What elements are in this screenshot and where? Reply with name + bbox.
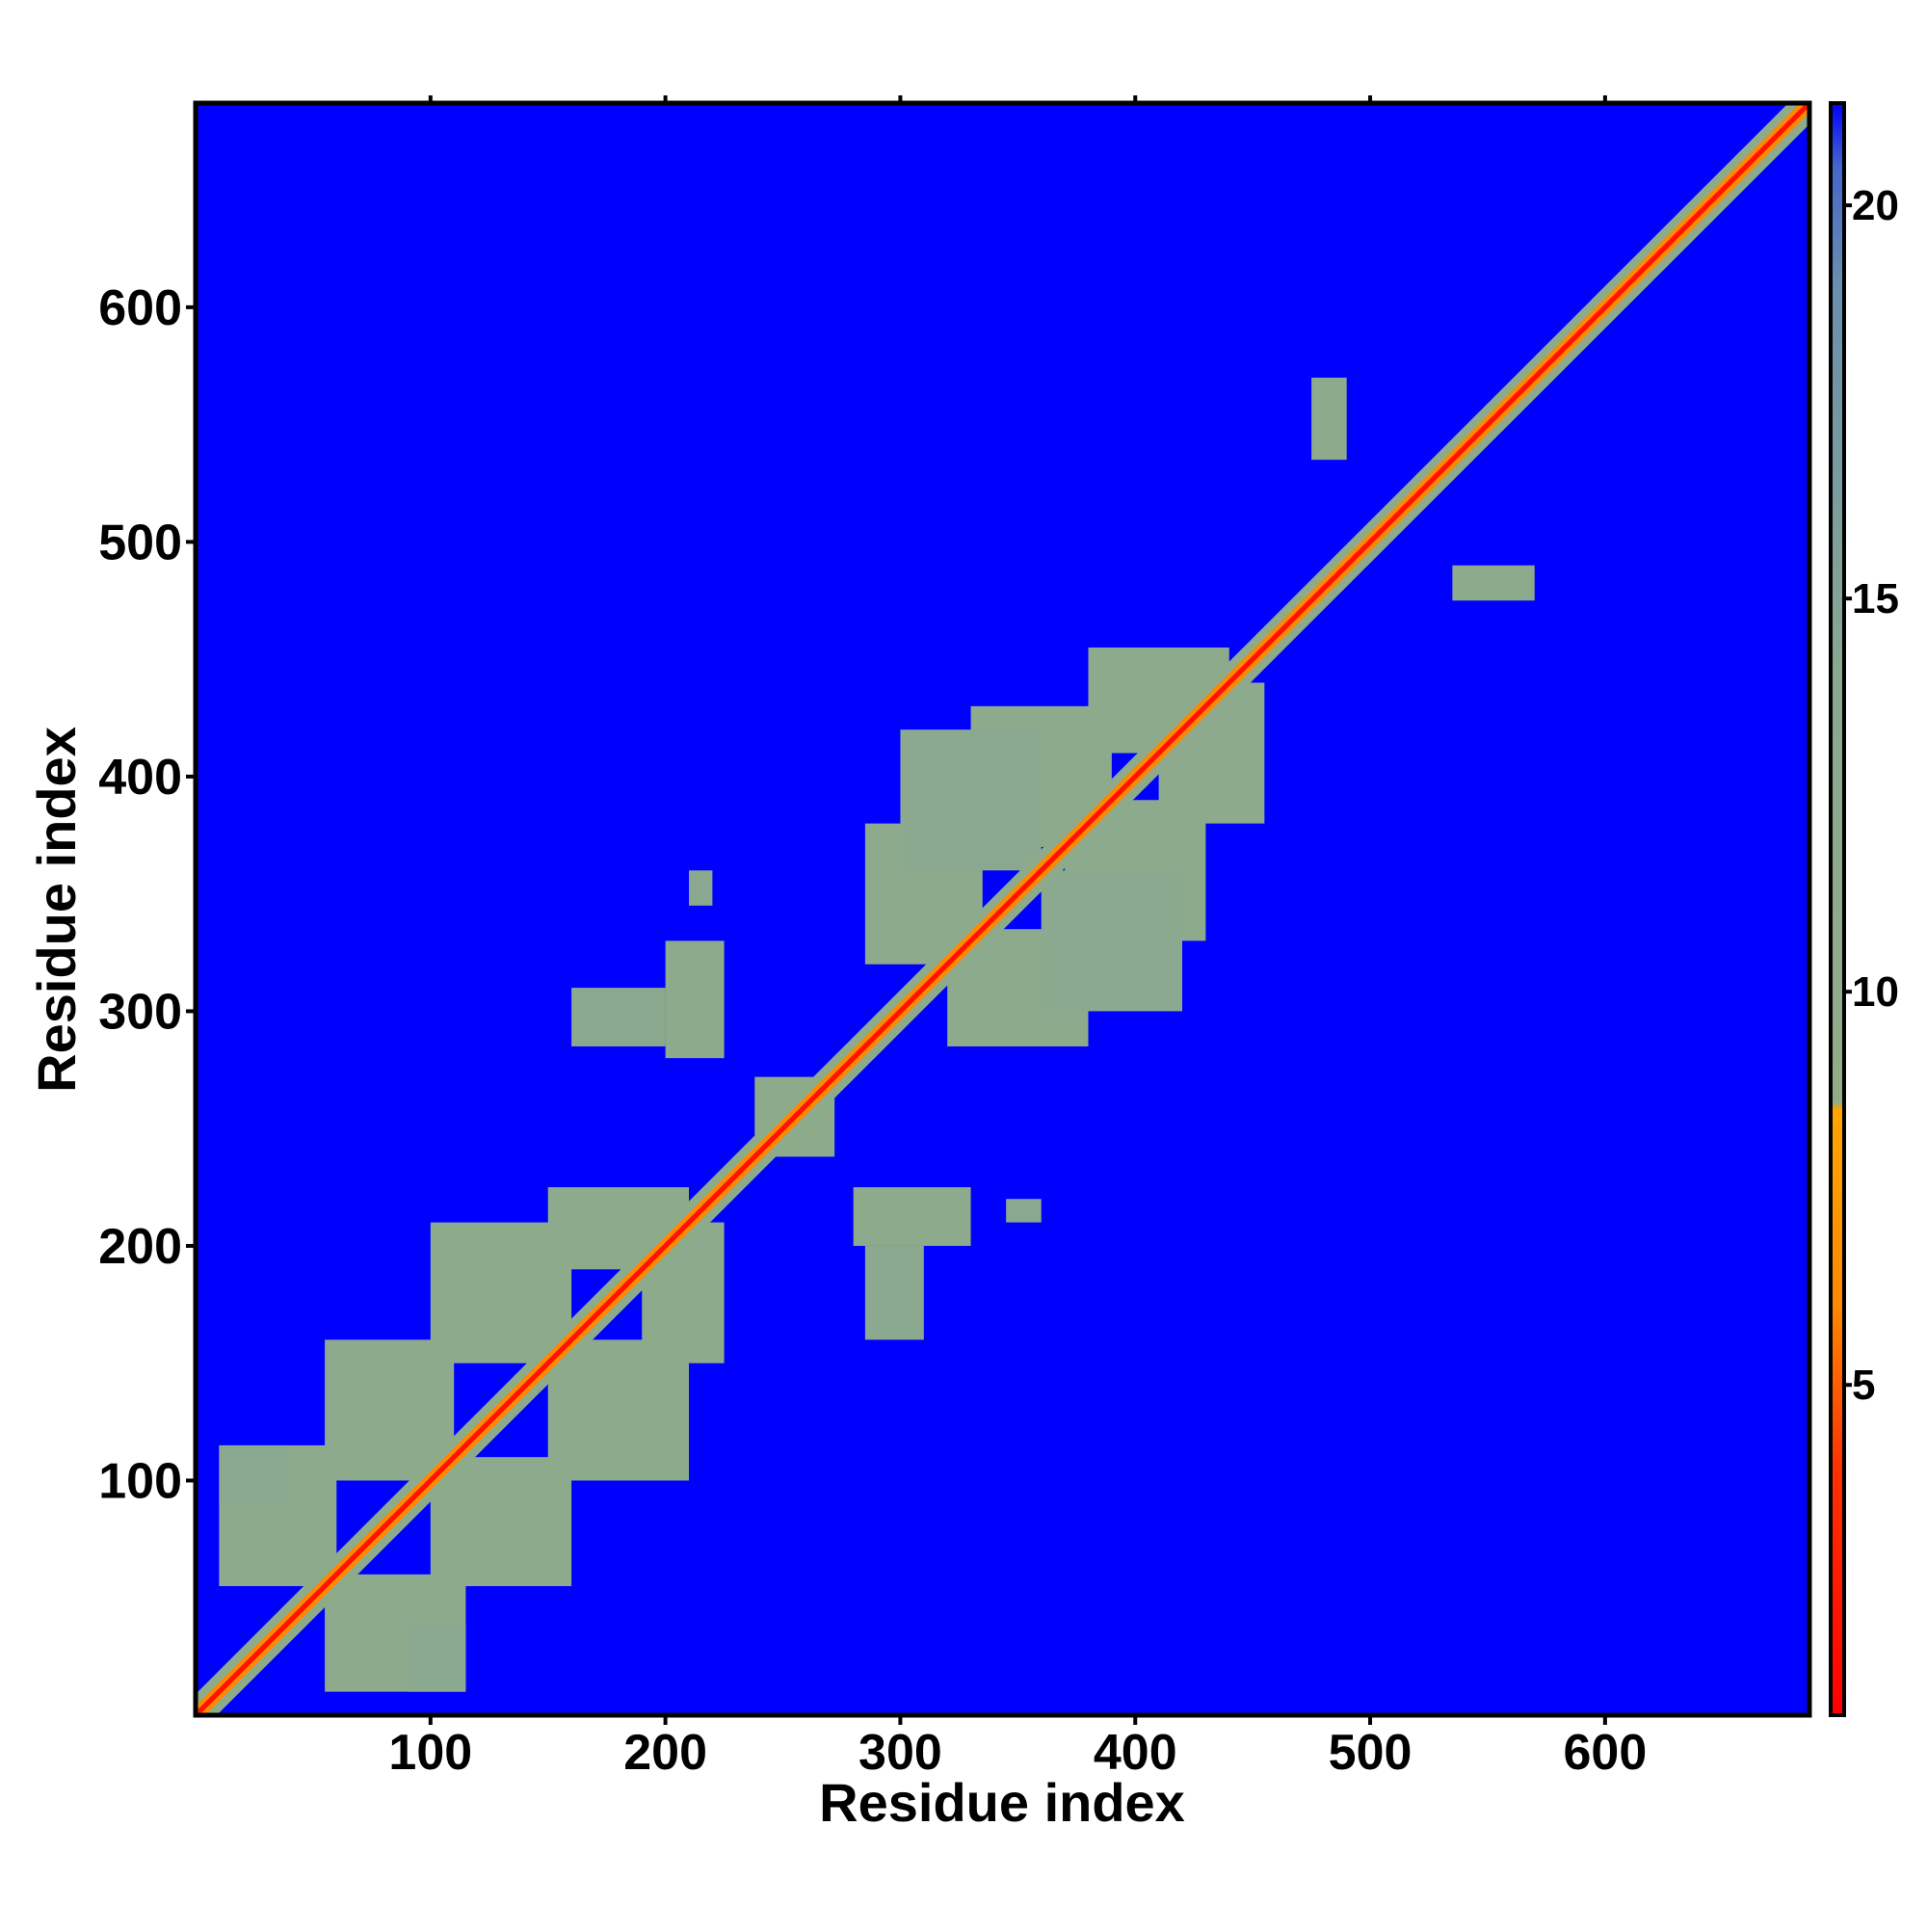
colorbar: [1829, 101, 1846, 1717]
y-tick-label: 200: [98, 1219, 182, 1275]
y-tick-label: 300: [98, 984, 182, 1040]
x-tick-label: 600: [1563, 1725, 1647, 1781]
contact-cell: [407, 1621, 466, 1692]
contact-cell: [864, 1245, 924, 1340]
contact-cell: [1006, 1199, 1042, 1223]
x-tick-label: 100: [388, 1725, 472, 1781]
y-axis-label: Residue index: [26, 727, 87, 1093]
diagonal-band: [196, 103, 1809, 1715]
colorbar-tick-label: 10: [1852, 968, 1899, 1016]
y-tick-label: 400: [98, 750, 182, 806]
contact-cell: [900, 729, 1042, 871]
x-axis-label: Residue index: [819, 1772, 1185, 1833]
contact-cell: [665, 940, 725, 1059]
colorbar-tick-label: 20: [1852, 182, 1899, 229]
plot-frame: [193, 100, 1812, 1718]
contact-cell: [1452, 565, 1535, 601]
contact-cell: [853, 1187, 971, 1246]
x-tick-label: 200: [623, 1725, 707, 1781]
colorbar-tick-label: 15: [1852, 575, 1899, 622]
x-tick-label: 500: [1329, 1725, 1412, 1781]
contact-cell: [689, 870, 713, 906]
colorbar-tick-label: 5: [1852, 1362, 1875, 1409]
y-tick-label: 100: [98, 1453, 182, 1509]
y-tick-label: 600: [98, 280, 182, 336]
x-tick-label: 400: [1094, 1725, 1177, 1781]
contact-cell: [571, 988, 666, 1046]
plot-area: [196, 103, 1809, 1715]
contact-cell: [1041, 870, 1183, 1012]
y-tick-label: 500: [98, 515, 182, 570]
x-tick-label: 300: [858, 1725, 942, 1781]
contact-cell: [219, 1444, 290, 1504]
contact-cell: [1311, 377, 1347, 461]
